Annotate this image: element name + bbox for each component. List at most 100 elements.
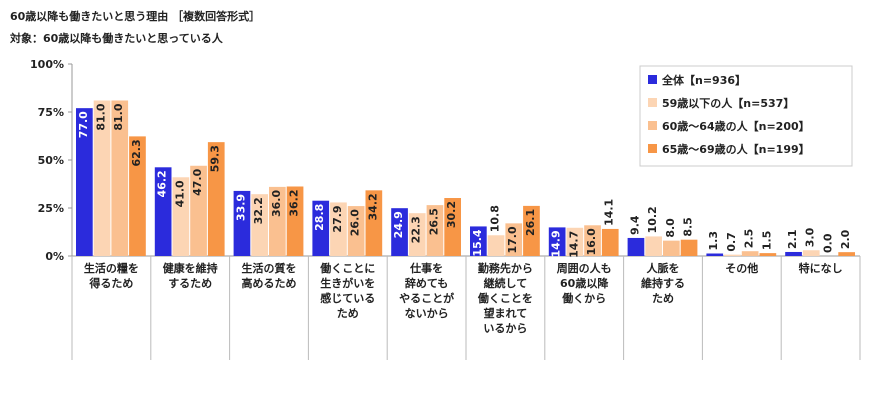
y-tick-label: 100%	[30, 58, 64, 71]
value-label: 3.0	[804, 227, 817, 247]
value-label: 22.3	[410, 216, 423, 243]
value-label: 1.3	[707, 231, 720, 251]
x-tick-label: ため	[652, 292, 674, 305]
value-label: 24.9	[392, 211, 405, 238]
value-label: 17.0	[506, 226, 519, 253]
value-label: 33.9	[234, 194, 247, 221]
value-label: 36.2	[288, 189, 301, 216]
bar	[838, 252, 855, 256]
x-tick-label: 働くことを	[477, 291, 533, 305]
x-tick-label: 特になし	[799, 261, 843, 275]
bar	[487, 235, 505, 256]
x-tick-label: 人脈を	[647, 261, 680, 275]
x-tick-label: 得るため	[88, 276, 133, 290]
value-label: 8.5	[682, 217, 695, 237]
value-label: 81.0	[95, 103, 108, 130]
x-tick-label: いるから	[483, 322, 527, 335]
y-tick-label: 75%	[38, 106, 64, 119]
x-tick-label: 働くことに	[319, 261, 375, 275]
bar	[523, 205, 540, 256]
bar	[426, 205, 444, 256]
bar	[802, 250, 820, 256]
x-tick-label: 望まれて	[484, 306, 528, 320]
value-label: 47.0	[191, 168, 204, 195]
bar	[207, 142, 225, 256]
x-tick-label: 生活の質を	[242, 261, 297, 275]
value-label: 46.2	[156, 170, 169, 197]
value-label: 14.1	[603, 199, 616, 226]
value-label: 14.7	[567, 231, 580, 258]
bar	[785, 251, 802, 256]
bar	[347, 206, 365, 256]
value-label: 15.4	[471, 229, 484, 256]
value-label: 2.1	[786, 229, 799, 249]
x-tick-label: ないから	[405, 307, 449, 320]
bar	[93, 100, 111, 256]
x-tick-label: やることが	[399, 291, 454, 305]
legend-swatch	[648, 98, 657, 107]
bar	[663, 240, 680, 256]
bar	[724, 254, 741, 256]
bar	[269, 186, 286, 256]
value-label: 59.3	[209, 145, 222, 172]
x-tick-label: するため	[168, 277, 212, 290]
value-label: 10.2	[646, 206, 659, 233]
bar	[601, 228, 619, 256]
bar	[111, 100, 129, 256]
legend-swatch	[648, 75, 657, 84]
value-label: 1.5	[760, 231, 773, 251]
x-tick-label: 辞めても	[405, 276, 448, 290]
chart-title: 60歳以降も働きたいと思う理由 ［複数回答形式］	[10, 9, 260, 23]
x-tick-label: ため	[337, 307, 359, 320]
value-label: 77.0	[77, 111, 90, 138]
bar	[76, 108, 93, 256]
x-tick-label: 高めるため	[242, 276, 297, 290]
value-label: 0.0	[821, 233, 834, 253]
bar	[444, 198, 461, 256]
bar	[233, 190, 251, 256]
x-tick-label: 生きがいを	[320, 276, 375, 290]
x-tick-label: 感じている	[320, 291, 375, 305]
value-label: 9.4	[628, 215, 641, 235]
x-tick-label: 仕事を	[409, 261, 443, 275]
bar	[312, 200, 330, 256]
bar	[154, 167, 172, 256]
value-label: 8.0	[664, 218, 677, 238]
value-label: 0.7	[725, 232, 738, 252]
bar	[706, 253, 724, 256]
bar	[566, 227, 584, 256]
x-tick-label: 健康を維持	[163, 261, 218, 275]
bar	[741, 251, 759, 256]
bar	[129, 136, 146, 256]
bar	[251, 194, 268, 256]
bar	[548, 227, 566, 256]
value-label: 27.9	[331, 205, 344, 232]
legend-label: 65歳～69歳の人【n=199】	[662, 142, 810, 156]
legend-label: 59歳以下の人【n=537】	[662, 96, 794, 110]
y-tick-label: 0%	[45, 250, 64, 263]
value-label: 2.0	[839, 229, 852, 249]
legend-swatch	[648, 121, 657, 130]
chart-subtitle: 対象：60歳以降も働きたいと思っている人	[9, 31, 224, 45]
bar	[680, 239, 698, 256]
x-tick-label: 周囲の人も	[557, 261, 612, 275]
y-tick-label: 50%	[38, 154, 64, 167]
value-label: 26.0	[349, 209, 362, 236]
x-tick-label: 60歳以降	[560, 276, 609, 290]
bar	[408, 213, 426, 256]
bar	[627, 237, 645, 256]
x-tick-label: 勤務先から	[478, 261, 533, 275]
value-label: 10.8	[489, 205, 502, 232]
value-label: 28.8	[313, 204, 326, 231]
legend-label: 60歳～64歳の人【n=200】	[662, 119, 810, 133]
value-label: 2.5	[743, 229, 756, 249]
x-tick-label: その他	[725, 261, 758, 275]
bar	[759, 253, 777, 256]
y-tick-label: 25%	[38, 202, 64, 215]
value-label: 26.5	[427, 208, 440, 235]
bar	[584, 225, 601, 256]
x-tick-label: 生活の糧を	[84, 261, 139, 275]
bar	[286, 186, 304, 256]
bar	[391, 208, 408, 256]
bar	[470, 226, 487, 256]
